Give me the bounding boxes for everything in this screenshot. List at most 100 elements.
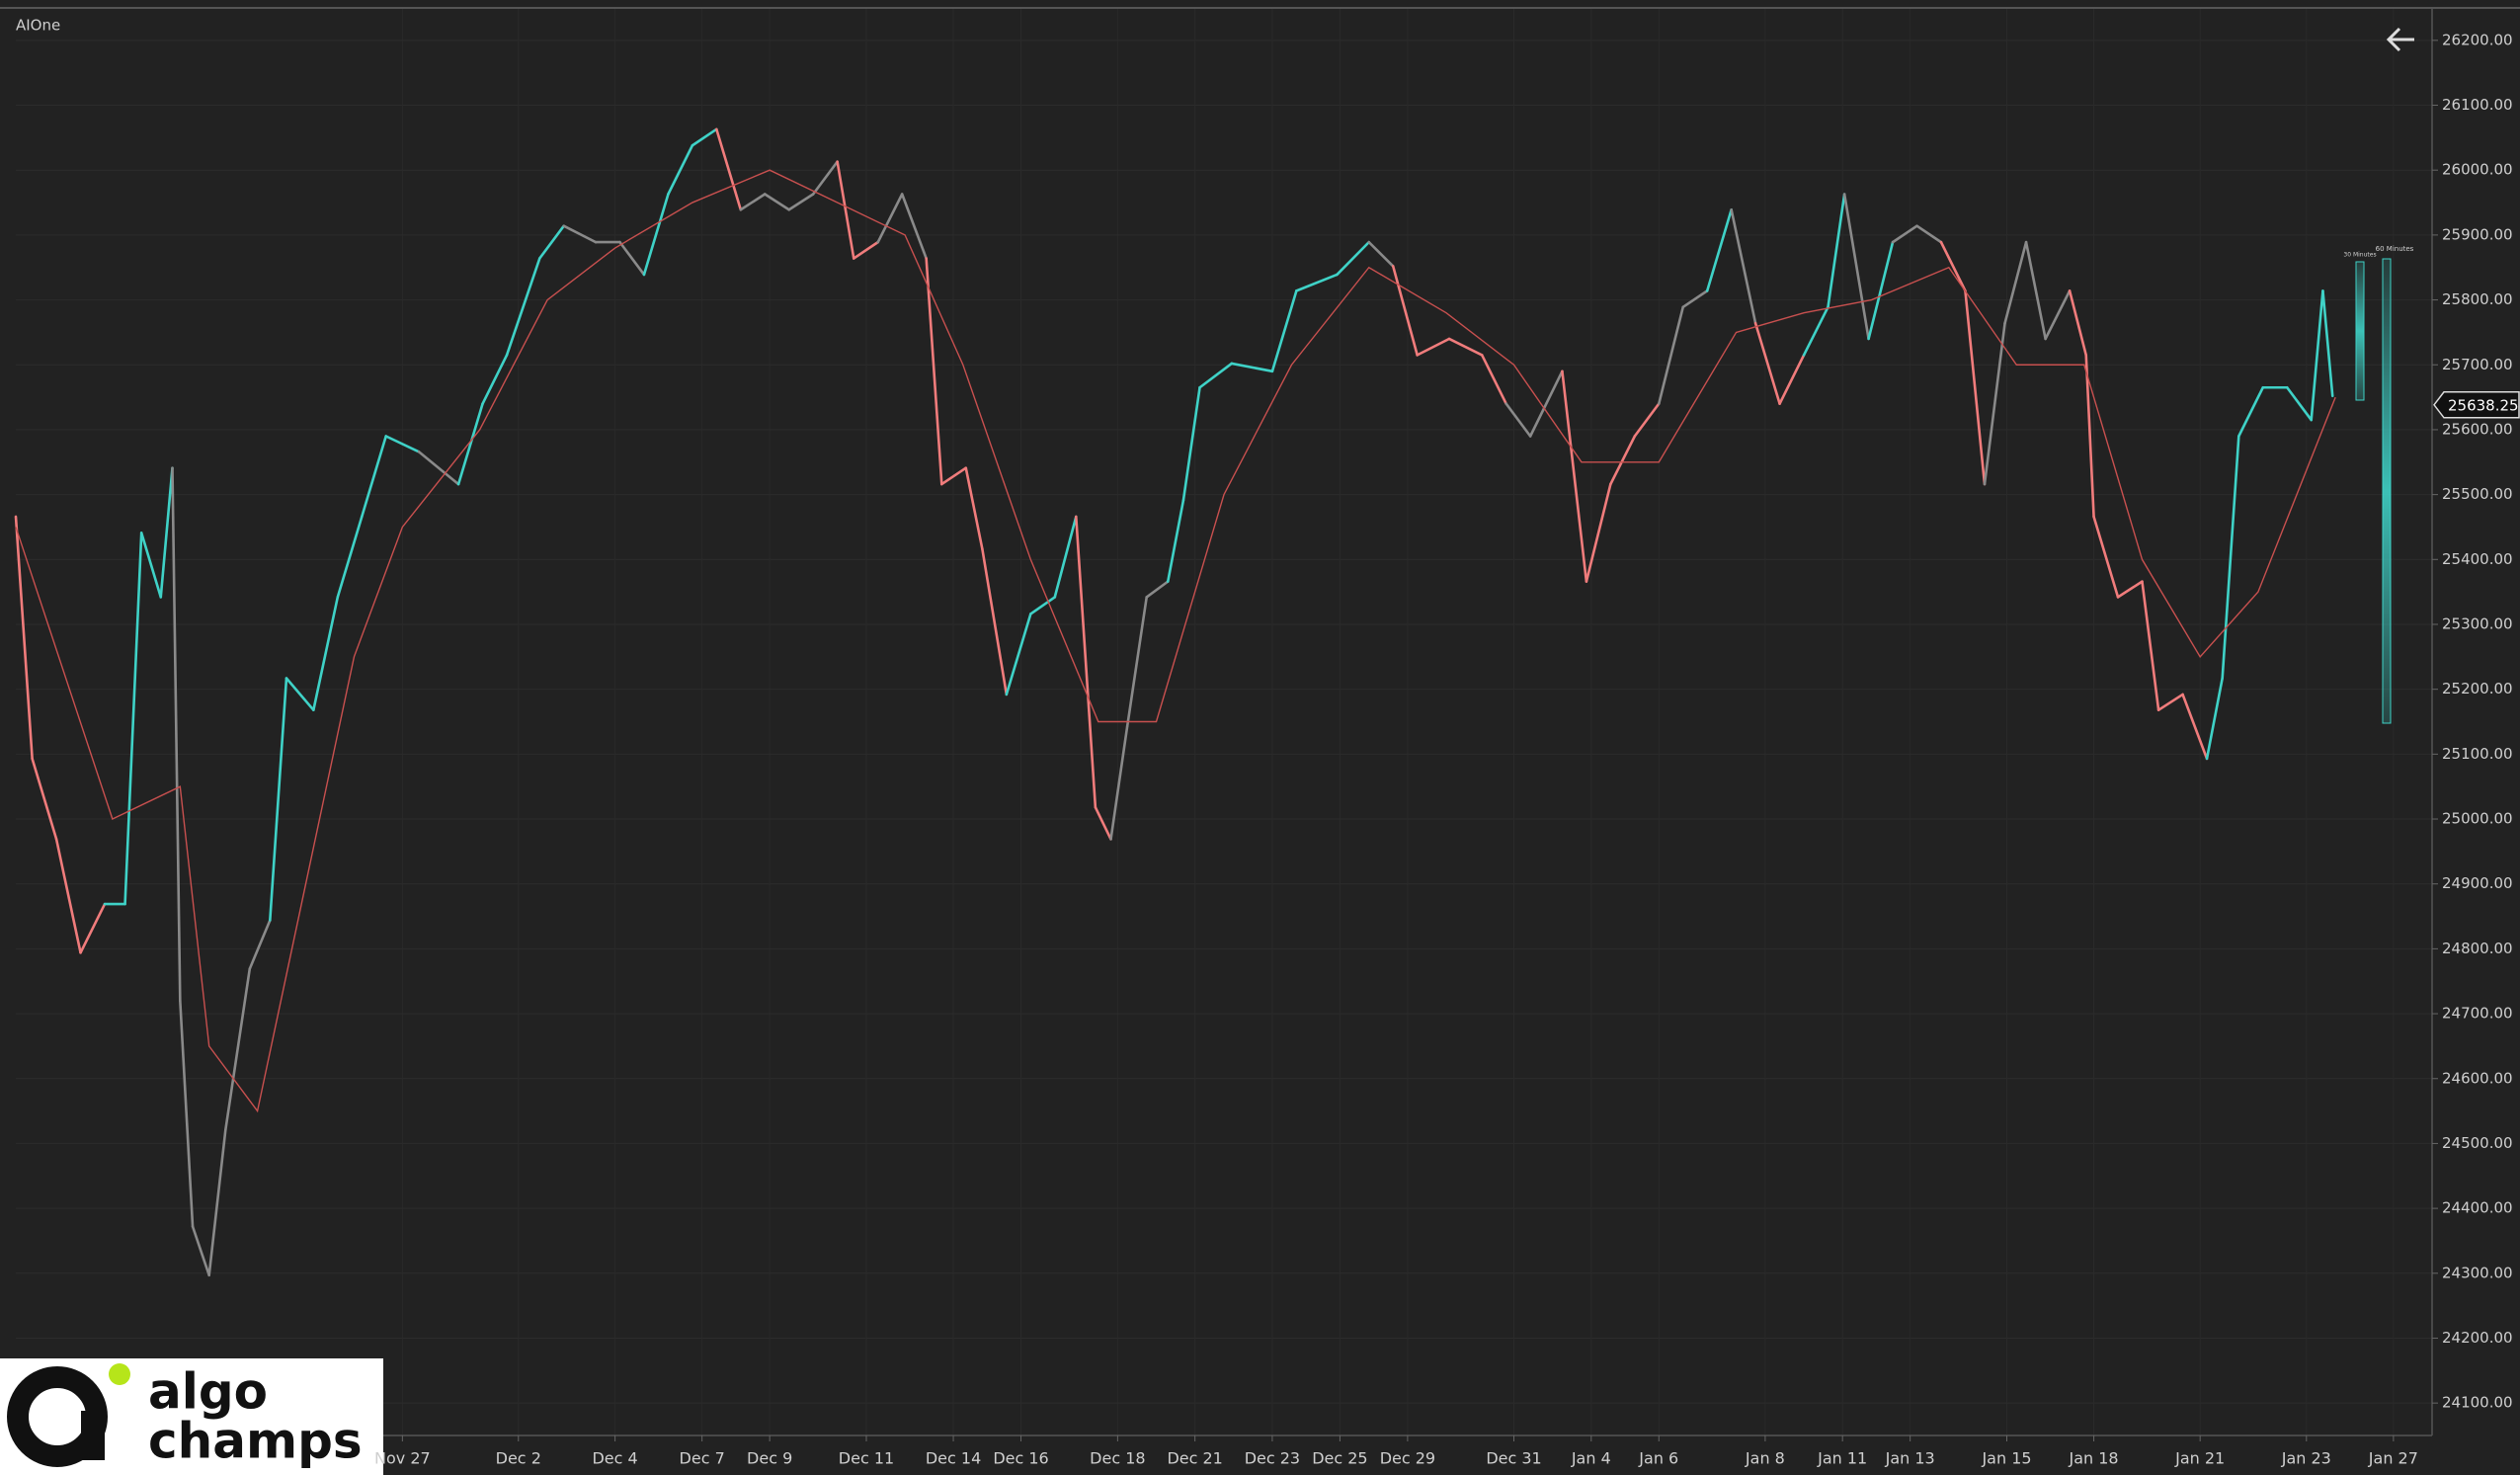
price-segment [900,193,928,260]
price-segment [1585,482,1612,583]
price-segment [1094,805,1112,841]
price-segment [537,224,566,260]
price-segment [1609,435,1637,486]
logo-stem [81,1411,105,1460]
price-segment [1827,193,1846,309]
last-price-label: 25638.25 [2448,396,2519,414]
price-segment [739,193,767,211]
price-segment [312,596,340,711]
price-segment [2310,289,2324,422]
price-segment [964,466,984,551]
y-tick-label: 24300.00 [2442,1264,2513,1281]
price-segment [1029,596,1057,615]
panel-label: 30 Minutes [2343,252,2376,259]
y-tick-label: 24100.00 [2442,1394,2513,1412]
price-segment [179,999,195,1228]
price-segment [1842,193,1870,341]
price-segment [14,515,34,761]
panel-label: 60 Minutes [2376,245,2414,253]
price-segment [1145,580,1170,599]
timeframe-panel: 60 Minutes 30 Minutes [2343,245,2414,724]
price-segment [384,435,421,453]
x-tick-label: Dec 11 [839,1449,894,1468]
last-price-box [2433,391,2520,419]
price-segment [1125,596,1149,728]
price-segment [1053,515,1078,599]
price-segment [1939,240,1967,292]
price-segment [763,193,791,211]
price-segment [1802,305,1829,357]
y-tick-label: 25600.00 [2442,420,2513,438]
price-segment [1561,369,1588,583]
y-tick-label: 25900.00 [2442,225,2513,243]
price-segment [562,224,598,244]
price-segment [207,1128,227,1277]
price-segment [1109,724,1129,841]
price-segment [360,435,388,519]
price-segment [481,354,509,405]
price-segment [1867,240,1895,341]
x-tick-label: Jan 13 [1885,1449,1935,1468]
x-tick-label: Dec 9 [747,1449,792,1468]
y-tick-label: 25200.00 [2442,680,2513,697]
price-segment [269,677,288,922]
y-tick-label: 24400.00 [2442,1199,2513,1217]
price-segment [1075,515,1097,809]
price-segment [2084,354,2095,519]
price-segment [2221,435,2240,680]
price-segment [1391,265,1419,357]
y-tick-label: 24700.00 [2442,1005,2513,1023]
labels-layer: 24100.00 24200.00 24300.00 24400.00 24500.00… [374,31,2520,1468]
price-segment [691,127,718,147]
price-segment [2205,677,2224,761]
price-segment [1480,354,1507,405]
y-tick-label: 26200.00 [2442,31,2513,48]
price-segment [2237,385,2265,438]
price-segment [2156,693,2184,711]
y-tick-label: 24600.00 [2442,1069,2513,1087]
x-tick-label: Dec 25 [1312,1449,1367,1468]
price-segment [456,402,484,486]
y-tick-label: 25300.00 [2442,615,2513,632]
back-arrow[interactable] [2386,27,2414,52]
price-segment [1964,289,1987,486]
price-segment [139,532,163,599]
logo-text: algo [148,1363,268,1421]
price-segment [505,257,541,357]
arrow-head [2386,27,2401,52]
price-segment [1915,224,1943,244]
price-segment [852,240,880,260]
price-segment [285,677,315,711]
price-segment [2092,515,2120,599]
price-segment [224,967,252,1131]
price-segment [1983,321,2006,486]
price-segment [1504,402,1532,438]
price-segment [1166,499,1185,583]
price-segment [336,515,364,599]
price-segment [2116,580,2144,599]
x-tick-label: Dec 23 [1245,1449,1300,1468]
price-segment [31,757,58,841]
price-segment [1778,354,1806,405]
price-segment [1198,362,1234,389]
y-tick-label: 25400.00 [2442,550,2513,568]
average-line [15,169,2336,1113]
price-segment [191,1225,210,1277]
x-tick-label: Jan 18 [2069,1449,2119,1468]
price-segment [836,160,855,260]
x-tick-label: Jan 15 [1981,1449,2031,1468]
y-tick-label: 24500.00 [2442,1134,2513,1152]
price-segment [715,127,743,211]
price-segment [1336,240,1371,277]
x-tick-label: Dec 29 [1380,1449,1435,1468]
price-segment [787,193,815,211]
x-tick-label: Dec 4 [592,1449,637,1468]
price-segment [2068,289,2088,357]
chart-title: AIOne [16,17,60,35]
price-segment [1657,305,1685,405]
x-tick-label: Dec 2 [496,1449,541,1468]
price-segment [876,193,904,244]
y-tick-label: 26000.00 [2442,161,2513,179]
price-segment [1005,613,1032,697]
